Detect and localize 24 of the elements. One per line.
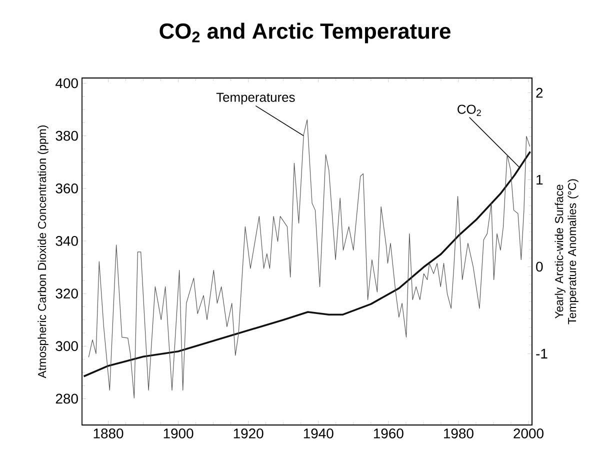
y2-tick-label: 2 bbox=[536, 88, 543, 98]
y-tick-label: 400 bbox=[56, 78, 78, 88]
y2-axis-title: Yearly Arctic-wide Surface Temperature Anomalies (°C) bbox=[554, 179, 578, 324]
x-tick-label: 1900 bbox=[164, 428, 194, 438]
y2-tick-label: -1 bbox=[536, 348, 548, 358]
x-tick-label: 1960 bbox=[374, 428, 404, 438]
annotation: Temperatures bbox=[216, 92, 295, 104]
x-tick-label: 2000 bbox=[514, 428, 544, 438]
x-tick-label: 1880 bbox=[94, 428, 124, 438]
y-tick-label: 360 bbox=[56, 183, 78, 194]
y-tick-label: 280 bbox=[56, 394, 78, 404]
x-tick-label: 1940 bbox=[304, 428, 334, 438]
y-axis-title: Atmospheric Carbon Dioxide Concentration (ppm) bbox=[38, 126, 48, 378]
x-tick-label: 1920 bbox=[234, 428, 264, 438]
y2-tick-label: 1 bbox=[536, 174, 543, 185]
line-series bbox=[88, 119, 530, 398]
y-tick-label: 380 bbox=[56, 130, 78, 141]
annotation: CO$_{2}$ bbox=[458, 104, 481, 116]
chart-title: CO$_{2}$ and Arctic Temperature bbox=[160, 22, 450, 44]
y2-tick-label: 0 bbox=[536, 262, 543, 272]
y-tick-label: 320 bbox=[56, 288, 78, 298]
y-tick-label: 300 bbox=[56, 341, 78, 352]
x-tick-label: 1980 bbox=[444, 428, 474, 438]
y-tick-label: 340 bbox=[56, 236, 78, 246]
